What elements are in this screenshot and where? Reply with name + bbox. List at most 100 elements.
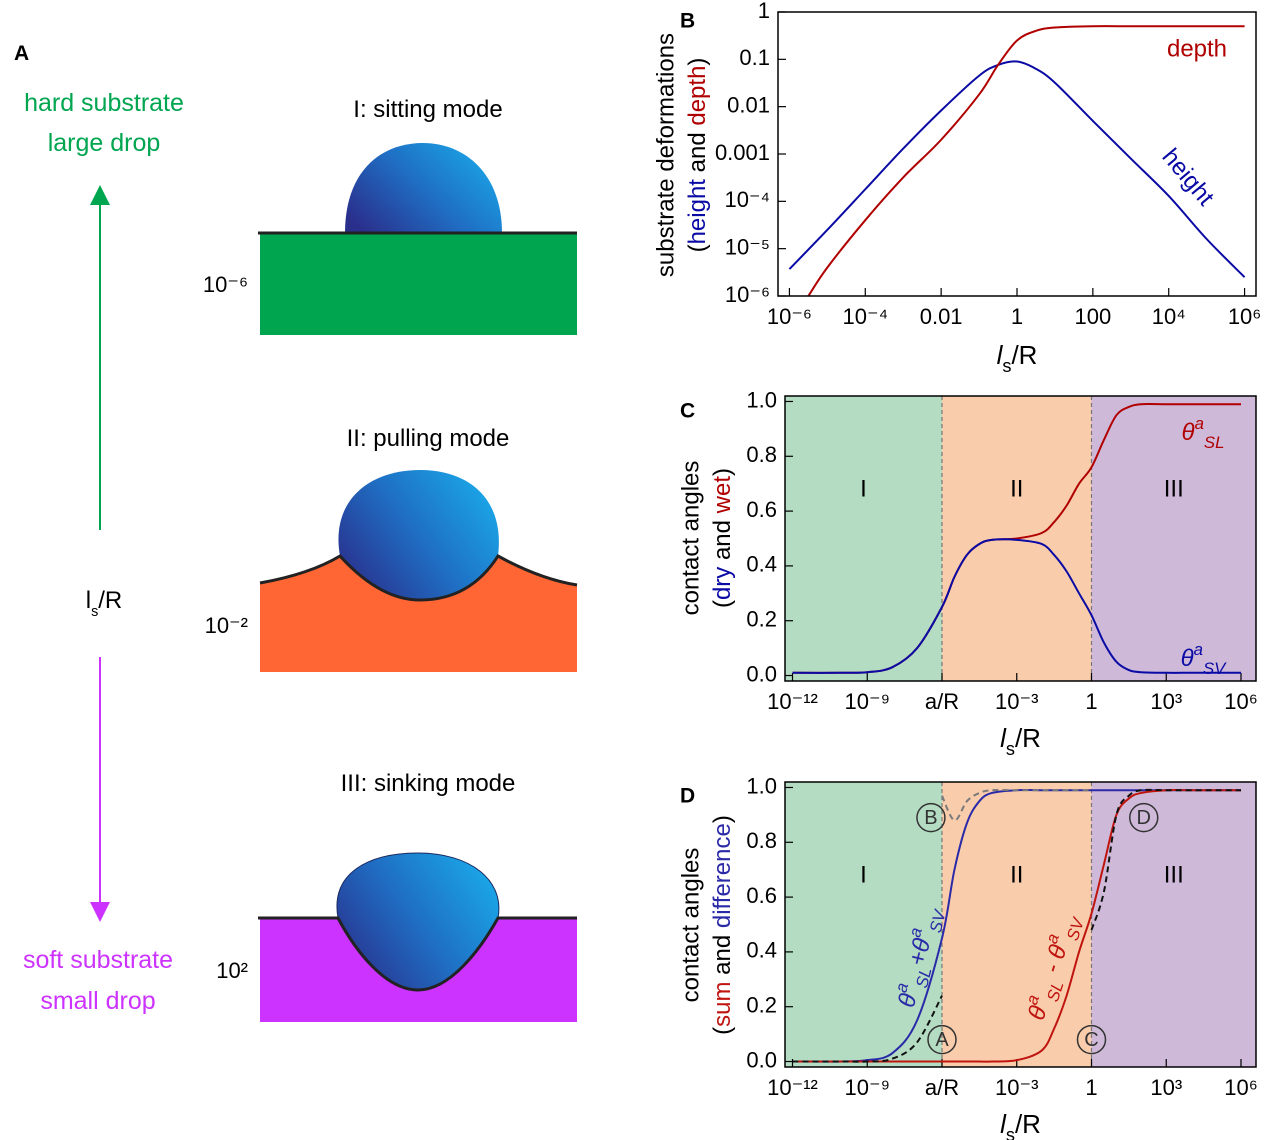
text-part: ) bbox=[709, 468, 736, 476]
text-part: depth bbox=[684, 66, 711, 126]
text-part: ( bbox=[709, 600, 736, 608]
y-tick-label: 10⁻⁵ bbox=[725, 234, 770, 259]
series-label: θaSV bbox=[1181, 640, 1228, 678]
text-part: a bbox=[891, 981, 912, 995]
bottom-text: soft substrate bbox=[23, 946, 173, 974]
text-part: a bbox=[1195, 414, 1204, 433]
mode-scale: 10⁻² bbox=[205, 613, 248, 638]
text-part: ( bbox=[709, 1027, 736, 1035]
text-part: height bbox=[684, 179, 711, 245]
text-part: s bbox=[1002, 356, 1011, 376]
annotation-marker bbox=[1128, 802, 1159, 833]
mode-title: I: sitting mode bbox=[353, 96, 502, 123]
text-part: SL bbox=[1204, 433, 1225, 452]
text-part: l bbox=[997, 340, 1004, 370]
text-part: ( bbox=[684, 244, 711, 252]
region-label: I bbox=[860, 861, 867, 888]
y-tick-label: 0.0 bbox=[746, 1047, 777, 1072]
series-line bbox=[807, 25, 1245, 296]
x-tick-label: 10⁶ bbox=[1224, 1075, 1258, 1100]
region-label: III bbox=[1164, 861, 1184, 888]
y-tick-label: 0.8 bbox=[746, 442, 777, 467]
text-part: a bbox=[905, 926, 926, 940]
top-text: large drop bbox=[48, 129, 161, 157]
text-part: sum bbox=[709, 982, 736, 1027]
text-part: wet bbox=[709, 476, 736, 515]
region bbox=[785, 782, 942, 1067]
y-tick-label: 10⁻⁴ bbox=[724, 187, 770, 212]
region-label: I bbox=[860, 475, 867, 502]
text-part: /R bbox=[98, 587, 122, 614]
x-tick-label: 1 bbox=[1011, 304, 1023, 329]
surface bbox=[259, 554, 578, 602]
y-tick-label: 0.2 bbox=[746, 607, 777, 632]
text-part: a bbox=[1194, 640, 1203, 659]
y-tick-label: 0.6 bbox=[746, 497, 777, 522]
y-axis-title: substrate deformations bbox=[652, 33, 679, 277]
series-label: θaSL bbox=[1182, 414, 1225, 452]
y-axis-title: (dry and wet) bbox=[709, 468, 736, 608]
text-part: /R bbox=[1015, 1109, 1041, 1139]
text-part: s bbox=[1006, 739, 1015, 759]
panel-label: D bbox=[680, 785, 695, 808]
text-part: and bbox=[684, 126, 711, 179]
x-tick-label: a/R bbox=[925, 1075, 959, 1100]
x-tick-label: 10⁻⁶ bbox=[767, 304, 812, 329]
region-label: III bbox=[1164, 475, 1184, 502]
mode-title: II: pulling mode bbox=[347, 425, 510, 452]
y-axis-title: (sum and difference) bbox=[709, 815, 736, 1035]
series-label: θaSL+θaSV bbox=[888, 902, 950, 1012]
x-axis-title: ls/R bbox=[1000, 723, 1041, 759]
region bbox=[942, 782, 1092, 1067]
text-part: SL bbox=[912, 965, 935, 990]
text-part: l bbox=[1000, 1109, 1007, 1139]
y-tick-label: 1.0 bbox=[746, 773, 777, 798]
annotation-label: C bbox=[1084, 1029, 1098, 1051]
text-part: and bbox=[709, 513, 736, 566]
x-tick-label: 10³ bbox=[1150, 689, 1182, 714]
panel-label: C bbox=[680, 400, 695, 423]
text-part: /R bbox=[1015, 723, 1041, 753]
text-part: θ bbox=[1182, 419, 1195, 446]
series-label: height bbox=[1157, 144, 1220, 212]
annotation-marker bbox=[916, 802, 946, 833]
x-tick-label: 10⁴ bbox=[1152, 304, 1186, 329]
x-tick-label: 10⁻³ bbox=[995, 689, 1038, 714]
series-line bbox=[792, 995, 943, 1063]
series-line bbox=[1090, 788, 1241, 931]
text-part: /R bbox=[1011, 340, 1037, 370]
x-axis-title: ls/R bbox=[1000, 1109, 1041, 1140]
x-tick-label: 10⁻⁹ bbox=[844, 689, 890, 714]
text-part: l bbox=[86, 587, 91, 614]
y-tick-label: 1.0 bbox=[746, 387, 777, 412]
substrate bbox=[260, 556, 577, 672]
region-label: II bbox=[1010, 475, 1023, 502]
y-tick-label: 0.01 bbox=[727, 92, 770, 117]
bottom-text: small drop bbox=[40, 987, 155, 1015]
y-tick-label: 10⁻⁶ bbox=[725, 282, 770, 307]
annotation-label: B bbox=[924, 807, 937, 829]
text-part: s bbox=[1006, 1125, 1015, 1140]
y-tick-label: 0.8 bbox=[746, 828, 777, 853]
series-line bbox=[792, 789, 1241, 1063]
x-tick-label: 10⁻¹² bbox=[767, 1075, 818, 1100]
text-part: dry bbox=[709, 567, 736, 600]
annotation-label: D bbox=[1137, 807, 1151, 829]
y-axis-title: contact angles bbox=[677, 848, 704, 1003]
annotation-label: A bbox=[935, 1029, 949, 1051]
y-tick-label: 0.4 bbox=[746, 938, 777, 963]
x-tick-label: a/R bbox=[925, 689, 959, 714]
substrate bbox=[260, 233, 577, 335]
series-line bbox=[792, 538, 1241, 674]
region bbox=[785, 396, 942, 681]
region-label: II bbox=[1010, 861, 1023, 888]
panel-label: A bbox=[14, 42, 29, 65]
series-line bbox=[788, 60, 1246, 278]
annotation-marker bbox=[927, 1024, 957, 1055]
text-part: θ bbox=[907, 936, 936, 955]
text-part: θ bbox=[893, 991, 922, 1010]
region bbox=[1091, 782, 1256, 1067]
